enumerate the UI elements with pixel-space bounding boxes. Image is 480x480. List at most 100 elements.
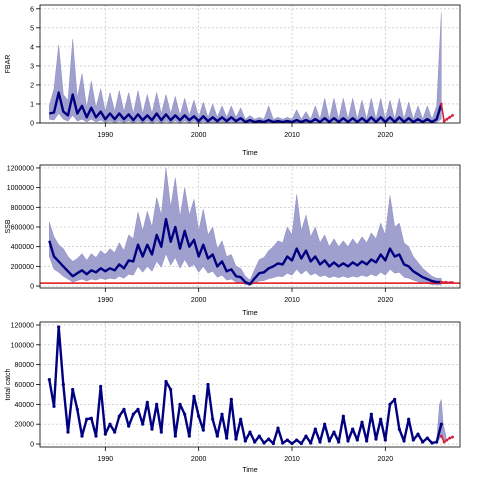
catch-point-14 <box>113 430 117 434</box>
catch-point-8 <box>85 417 89 421</box>
ssb-uncertainty-band <box>49 167 442 286</box>
catch-point-52 <box>290 441 294 446</box>
catch-point-21 <box>145 400 149 404</box>
catch-point-34 <box>206 382 210 387</box>
ssb-projection-point-0 <box>439 280 443 284</box>
catch-median-line <box>48 325 443 445</box>
catch-point-1 <box>52 404 56 408</box>
catch-ytick-label-0: 0 <box>30 442 34 449</box>
catch-point-31 <box>192 394 196 399</box>
catch-point-73 <box>388 402 392 406</box>
ssb-xtick-label-2: 2010 <box>284 297 300 304</box>
catch-point-9 <box>89 416 93 420</box>
ssb-plot-frame <box>39 164 461 289</box>
ssb-ytick-label-4: 800000 <box>11 205 34 212</box>
catch-ytick-label-3: 60000 <box>15 382 35 389</box>
catch-point-62 <box>337 440 341 444</box>
catch-point-37 <box>220 412 224 416</box>
fbar-projection-point-1 <box>442 119 446 123</box>
fbar-projection-point-3 <box>448 115 452 119</box>
catch-point-24 <box>159 430 163 434</box>
catch-point-27 <box>173 434 177 438</box>
ssb-projection-point-1 <box>444 280 448 284</box>
catch-point-22 <box>150 427 154 431</box>
ssb-panel: 1990 2000 2010 2020 0 200000 400000 600000 80000… <box>5 164 461 317</box>
catch-point-82 <box>430 441 434 445</box>
catch-point-43 <box>248 430 252 434</box>
catch-point-49 <box>276 426 280 430</box>
ssb-ytick-label-5: 1000000 <box>7 185 34 192</box>
catch-point-55 <box>304 434 308 438</box>
catch-point-7 <box>80 434 84 438</box>
fbar-projection-point-4 <box>451 113 454 117</box>
catch-point-46 <box>262 441 266 445</box>
fbar-panel: 1990 2000 2010 2020 0 1 2 3 4 5 6 Time FBAR <box>5 4 461 157</box>
catch-point-17 <box>127 424 131 428</box>
catch-point-36 <box>215 434 219 438</box>
catch-projection-point-1 <box>442 440 446 444</box>
catch-point-19 <box>136 407 140 411</box>
fbar-median-line <box>49 91 443 124</box>
catch-point-25 <box>164 379 168 384</box>
catch-point-75 <box>397 427 401 431</box>
catch-point-42 <box>243 439 247 443</box>
catch-point-6 <box>75 407 79 411</box>
catch-point-26 <box>169 387 173 392</box>
fbar-ytick-label-3: 3 <box>30 63 34 70</box>
catch-point-83 <box>435 440 439 444</box>
catch-point-35 <box>211 417 215 421</box>
catch-point-68 <box>365 439 369 443</box>
catch-ytick-label-2: 40000 <box>15 402 35 409</box>
ssb-median-line <box>48 217 442 286</box>
catch-point-29 <box>183 412 187 416</box>
catch-point-48 <box>271 441 275 446</box>
catch-point-20 <box>141 422 145 426</box>
catch-xtick-label-1: 2000 <box>191 456 207 463</box>
catch-point-5 <box>71 387 75 392</box>
catch-point-41 <box>239 417 243 421</box>
catch-point-57 <box>313 427 317 431</box>
fbar-xtick-label-2: 2010 <box>284 132 300 139</box>
catch-point-79 <box>416 432 420 436</box>
catch-point-11 <box>99 384 103 389</box>
catch-point-63 <box>341 414 345 418</box>
fbar-uncertainty-band <box>49 12 442 124</box>
catch-point-70 <box>374 437 378 441</box>
catch-point-77 <box>407 417 411 421</box>
catch-y-axis-label: total catch <box>5 368 12 400</box>
catch-point-40 <box>234 437 238 441</box>
catch-point-67 <box>360 420 364 424</box>
ssb-ytick-label-2: 400000 <box>11 244 34 251</box>
fbar-plot-frame <box>39 4 461 124</box>
ssb-y-axis-label: SSB <box>5 219 12 233</box>
catch-point-60 <box>327 439 331 443</box>
catch-point-3 <box>61 382 65 387</box>
ssb-x-axis-label: Time <box>242 310 257 317</box>
fbar-y-axis-label: FBAR <box>5 55 12 74</box>
ssb-ytick-label-1: 200000 <box>11 264 34 271</box>
catch-ytick-label-1: 20000 <box>15 422 35 429</box>
fbar-projection-point-2 <box>445 117 449 121</box>
fbar-x-axis-label: Time <box>242 150 257 157</box>
catch-point-65 <box>351 427 355 431</box>
catch-point-76 <box>402 439 406 443</box>
fbar-ytick-label-1: 1 <box>30 101 34 108</box>
catch-point-66 <box>355 438 359 442</box>
catch-point-84 <box>439 422 443 426</box>
catch-point-51 <box>285 438 289 442</box>
catch-point-74 <box>393 397 397 401</box>
fbar-xtick-label-0: 1990 <box>98 132 114 139</box>
catch-point-16 <box>122 407 126 411</box>
fbar-projection-point-0 <box>439 102 443 106</box>
catch-point-2 <box>57 325 61 329</box>
catch-point-45 <box>257 434 261 438</box>
catch-point-80 <box>421 440 425 444</box>
catch-point-78 <box>411 438 415 442</box>
catch-point-71 <box>379 417 383 421</box>
catch-point-39 <box>229 397 233 401</box>
catch-point-10 <box>94 434 98 438</box>
catch-point-81 <box>425 436 429 440</box>
catch-point-28 <box>178 402 182 406</box>
catch-point-18 <box>131 412 135 416</box>
